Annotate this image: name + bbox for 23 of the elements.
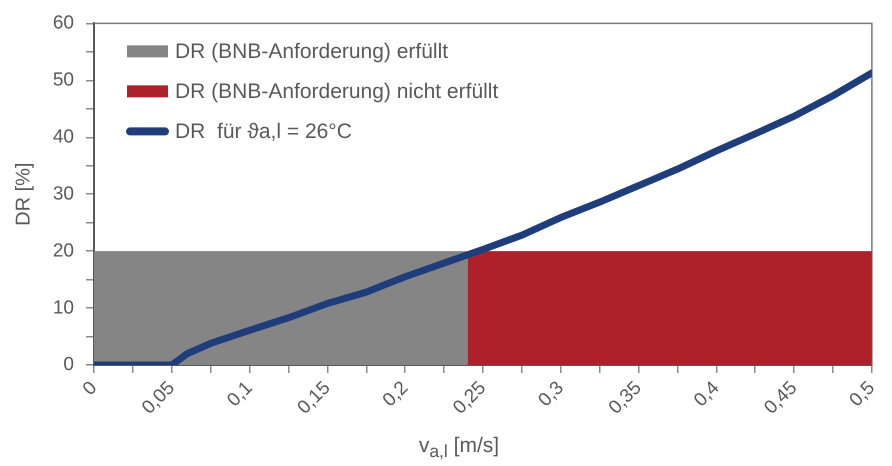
x-tick-label: 0,25 — [449, 377, 490, 418]
y-tick-label: 20 — [52, 240, 74, 262]
legend-label: DR (BNB-Anforderung) nicht erfüllt — [175, 80, 498, 104]
y-tick-label: 0 — [63, 354, 74, 376]
x-tick-label: 0,5 — [846, 377, 880, 411]
legend-label: DR für ϑa,l = 26°C — [175, 120, 352, 144]
y-tick-label: 60 — [52, 12, 74, 34]
x-tick-label: 0,3 — [534, 377, 568, 411]
x-tick-label: 0,4 — [690, 377, 724, 411]
x-tick-label: 0 — [78, 377, 102, 400]
y-tick-label: 30 — [52, 183, 74, 204]
legend-label: DR (BNB-Anforderung) erfüllt — [175, 40, 448, 64]
x-tick-label: 0,15 — [294, 377, 335, 418]
y-tick-label: 10 — [52, 297, 74, 318]
y-axis-title: DR [%] — [12, 162, 35, 226]
x-tick-label: 0,1 — [223, 377, 257, 411]
x-tick-label: 0,35 — [604, 377, 646, 418]
x-axis-title: v$_{a,l}$ [m/s] — [418, 434, 500, 462]
x-tick-label: 0,05 — [138, 377, 180, 418]
x-tick-label: 0,45 — [760, 377, 802, 418]
y-tick-label: 50 — [52, 70, 74, 91]
x-tick-label: 0,2 — [378, 377, 412, 411]
y-tick-label: 40 — [52, 126, 74, 148]
